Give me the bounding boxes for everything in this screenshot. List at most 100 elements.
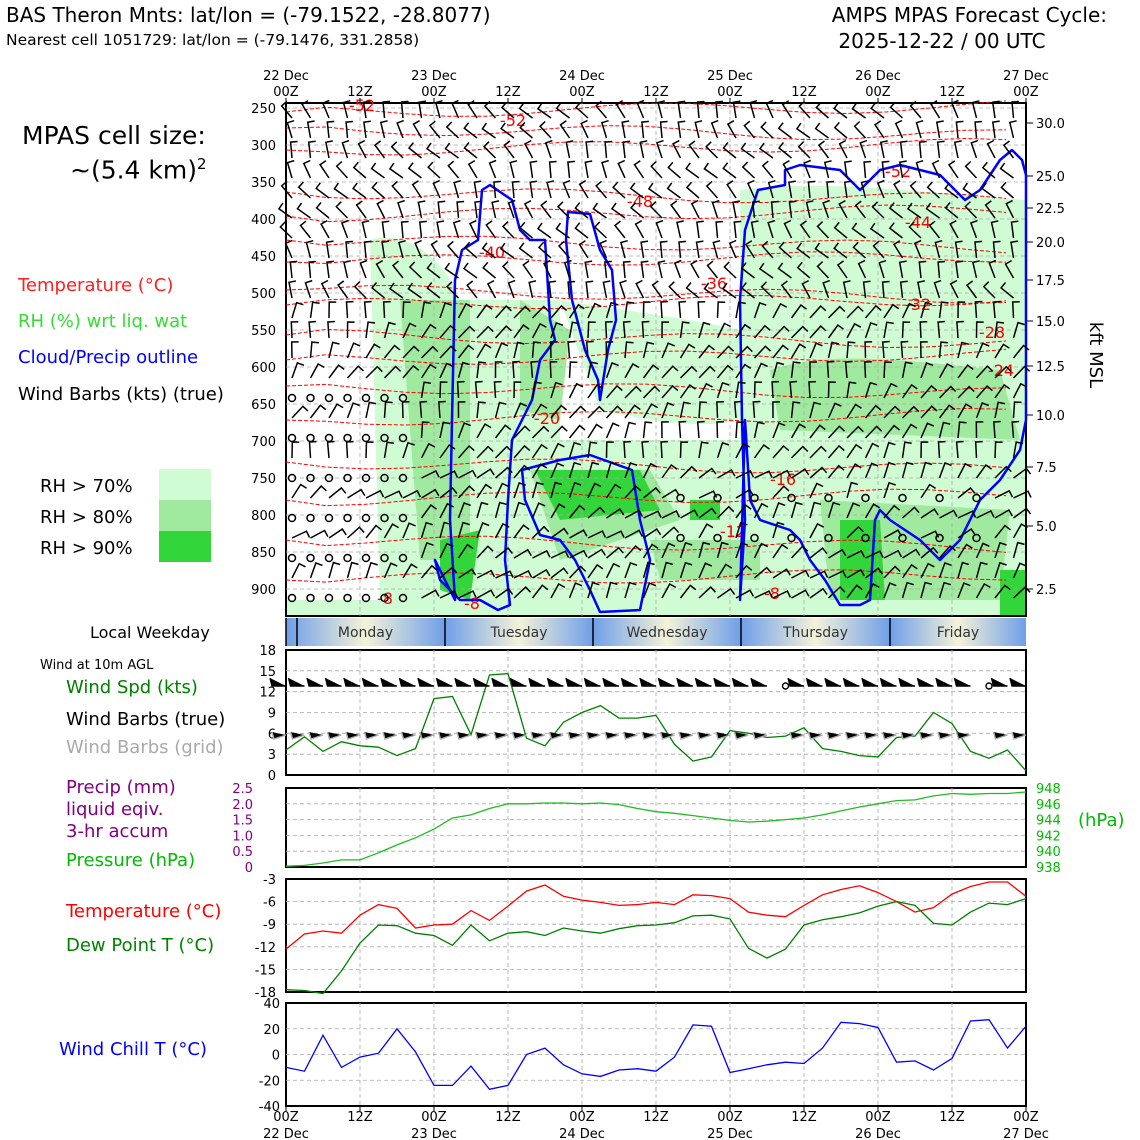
wind-barb	[716, 421, 725, 439]
pressure-tick-label: 940	[1036, 845, 1061, 860]
wind-barb	[883, 461, 896, 479]
wind-barb	[920, 461, 933, 479]
wind-barb	[661, 542, 676, 559]
top-hour-label: 12Z	[939, 85, 965, 100]
wind-barb	[761, 160, 774, 179]
wind-barb	[567, 280, 576, 299]
wind-barb	[716, 401, 724, 419]
calm-wind-circle	[380, 513, 389, 523]
height-tick-label: 10.0	[1036, 409, 1065, 424]
wind-barb	[949, 279, 959, 299]
wind-barb	[592, 202, 607, 219]
wind-barb	[568, 441, 582, 459]
wind-barb	[587, 581, 600, 599]
wind-barb	[529, 180, 538, 199]
wind-tick-label: 6	[268, 727, 276, 742]
calm-wind-circle	[398, 593, 408, 603]
wind-barb	[400, 220, 409, 239]
wind-barb	[735, 323, 752, 339]
wind-barb	[439, 443, 456, 459]
wind-barb	[397, 239, 406, 259]
bottom-hour-label: 00Z	[569, 1110, 595, 1125]
calm-wind-circle	[713, 493, 722, 503]
wind-barb	[833, 102, 848, 119]
wind-barb	[476, 569, 496, 579]
wind-barb	[531, 463, 548, 479]
wind-barb	[846, 305, 864, 319]
wind-barb	[291, 405, 309, 419]
wind-barb	[639, 140, 648, 159]
wind-barb	[957, 462, 972, 479]
wind-barb	[605, 483, 622, 499]
wind-barb	[587, 506, 606, 519]
wind-barb	[817, 140, 830, 159]
wind-barb	[605, 461, 618, 479]
wind-barb	[550, 404, 568, 419]
precip-legend-3: 3-hr accum	[66, 821, 168, 842]
wind-barb	[494, 342, 509, 359]
wind-barb	[902, 506, 920, 519]
wind-barb	[827, 381, 836, 399]
wind-barb	[365, 524, 382, 539]
wind-barb	[975, 582, 991, 599]
wind-barb	[623, 440, 632, 459]
wind-barb	[605, 422, 620, 439]
wind-barb	[302, 159, 312, 179]
wind-barb	[310, 529, 329, 539]
wind-barb	[343, 260, 351, 279]
calm-wind-circle	[306, 473, 315, 483]
wind-barb	[957, 510, 977, 519]
wind-barb	[955, 440, 964, 459]
wind-barb	[688, 140, 700, 159]
wind-barb	[846, 568, 865, 579]
calm-wind-circle	[287, 513, 297, 523]
bottom-hour-label: 12Z	[495, 1110, 521, 1125]
wind-barb	[655, 139, 664, 159]
wind-barb	[621, 120, 630, 139]
wind-barb	[606, 508, 625, 519]
wind-barb	[1002, 140, 1015, 159]
wind-barb-grid	[474, 731, 490, 740]
wind-barb	[679, 401, 691, 419]
wind-barb	[938, 301, 949, 319]
wind-barb-grid	[826, 731, 842, 740]
wind-barb	[753, 502, 769, 519]
wind-barb	[482, 261, 496, 279]
wind-barb	[698, 541, 711, 559]
wind-barb	[735, 541, 749, 559]
wind-barb	[532, 568, 551, 579]
wind-barb	[519, 121, 533, 139]
wind-barb	[938, 544, 956, 559]
wind-barb	[606, 546, 624, 559]
wind-barb	[956, 320, 964, 339]
wind-barb	[975, 561, 988, 579]
wind-barb	[767, 179, 776, 199]
wind-barb	[624, 509, 644, 519]
wind-barb	[402, 345, 420, 359]
precip-tick-label: 2.5	[232, 782, 253, 797]
top-hour-label: 00Z	[273, 85, 299, 100]
wind-barb	[629, 182, 644, 199]
wind-barb	[444, 142, 459, 159]
wind-barb	[412, 120, 423, 139]
wind-speed-legend: Wind Spd (kts)	[66, 677, 198, 698]
wind-barb	[790, 343, 807, 359]
wind-barb	[864, 341, 873, 359]
wind-barb	[791, 569, 810, 579]
wind-barb	[325, 140, 333, 159]
wind-barb-grid	[807, 731, 823, 740]
weekday-label: Local Weekday	[90, 623, 210, 642]
wind-barb	[362, 100, 371, 119]
wind-barb	[531, 502, 546, 519]
wind-barb	[809, 522, 825, 539]
wind-barb	[955, 120, 964, 139]
legend-label: Wind Barbs (kts) (true)	[18, 384, 224, 405]
wind-barb	[622, 140, 631, 159]
legend-label: RH (%) wrt liq. wat	[18, 311, 187, 332]
wind-barb	[296, 202, 311, 219]
wind-barb	[772, 502, 786, 519]
wind-barb	[418, 220, 427, 239]
wind-barb	[783, 219, 793, 239]
calm-wind-circle	[361, 553, 371, 563]
wind-barb	[838, 139, 848, 159]
